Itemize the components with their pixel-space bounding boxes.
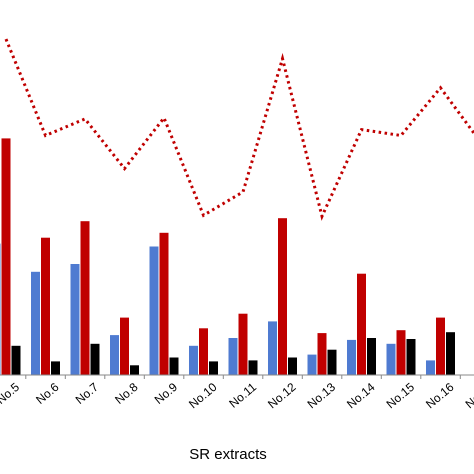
bar-No14-s2 (357, 273, 366, 375)
bar-No6-s3 (51, 361, 60, 375)
x-tick-marks (25, 375, 461, 379)
bar-No12-s3 (288, 357, 297, 375)
bar-No9-s3 (169, 357, 179, 375)
bar-No13-s2 (317, 333, 327, 375)
bar-marks (0, 138, 455, 375)
bar-No11-s2 (238, 313, 248, 375)
bar-No8-s2 (120, 317, 129, 375)
bar-No11-s3 (248, 360, 258, 375)
x-tick-label-No15: No.15 (384, 380, 418, 412)
bar-No7-s1 (70, 264, 80, 375)
trend-line (4, 38, 474, 221)
x-tick-label-No11: No.11 (226, 380, 259, 411)
x-tick-label-No17: No.17 (463, 380, 474, 412)
x-tick-label-No9: No.9 (152, 380, 181, 407)
bar-No16-s3 (446, 332, 455, 375)
x-axis-title: SR extracts (189, 446, 267, 463)
bar-No8-s3 (130, 365, 139, 375)
bar-No16-s1 (426, 360, 435, 375)
bar-No9-s2 (159, 232, 169, 375)
bar-No14-s1 (347, 339, 356, 375)
bar-No10-s2 (199, 328, 208, 375)
x-tick-labels: No.5 No.6 No.7 No.8 No.9 No.10 No.11 No.12 No.13… (0, 380, 474, 412)
bar-No7-s3 (90, 343, 100, 375)
bar-No12-s1 (268, 321, 277, 375)
bar-No13-s1 (307, 354, 317, 375)
x-tick-label-No6: No.6 (33, 380, 62, 407)
bar-No9-s1 (149, 246, 159, 375)
bar-No12-s2 (278, 218, 287, 375)
bar-No15-s2 (396, 330, 406, 375)
bar-No7-s2 (80, 221, 90, 375)
bar-No8-s1 (110, 335, 119, 375)
x-tick-label-No13: No.13 (305, 380, 339, 412)
x-tick-label-No14: No.14 (344, 380, 378, 412)
bar-No6-s2 (41, 237, 50, 375)
bar-No11-s1 (228, 338, 238, 375)
bar-No13-s3 (327, 349, 337, 375)
bar-No10-s1 (189, 345, 198, 375)
x-tick-label-No10: No.10 (186, 380, 220, 412)
bar-No5-s2 (1, 138, 11, 375)
x-tick-label-No8: No.8 (112, 380, 141, 407)
bar-No5-s1 (0, 243, 1, 375)
x-tick-label-No5: No.5 (0, 380, 22, 407)
x-tick-label-No12: No.12 (265, 380, 299, 412)
bar-No5-s3 (11, 345, 21, 375)
x-tick-label-No16: No.16 (423, 380, 457, 412)
bar-No6-s1 (31, 271, 40, 375)
bar-No14-s3 (367, 338, 376, 375)
bar-No10-s3 (209, 361, 218, 375)
bar-No15-s1 (386, 343, 396, 375)
bar-No15-s3 (406, 339, 416, 375)
x-tick-label-No7: No.7 (73, 380, 102, 407)
bar-No16-s2 (436, 317, 445, 375)
